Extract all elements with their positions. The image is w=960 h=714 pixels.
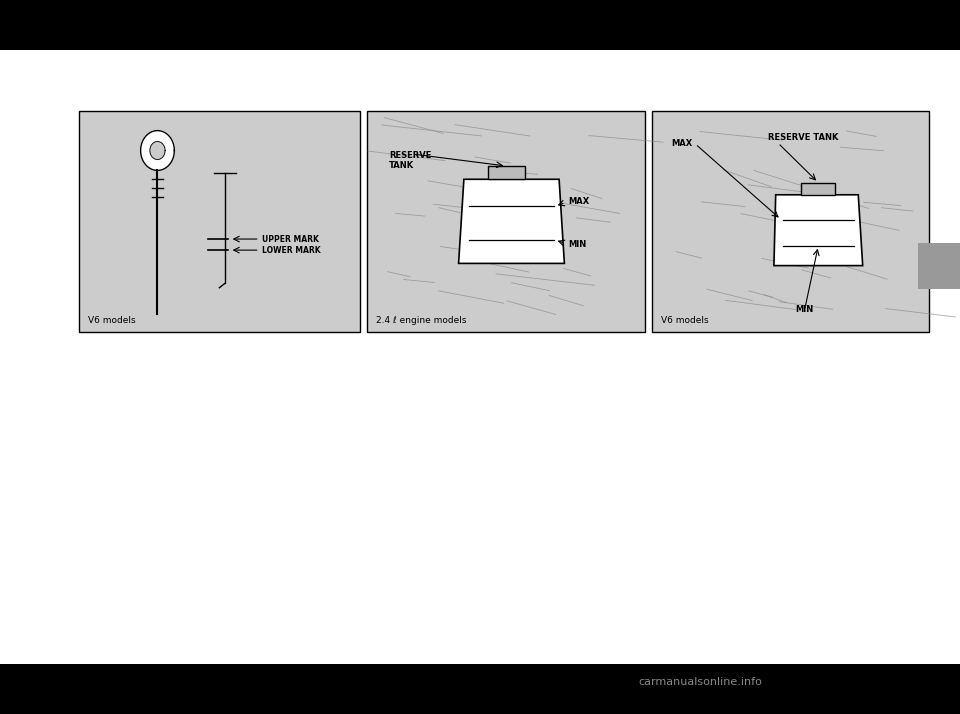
Bar bbox=[652, 111, 929, 332]
Bar bbox=[918, 243, 960, 289]
Text: 2.4 ℓ engine models: 2.4 ℓ engine models bbox=[376, 316, 467, 325]
Text: MIN: MIN bbox=[568, 241, 587, 249]
Bar bbox=[367, 111, 645, 332]
Text: RESERVE TANK: RESERVE TANK bbox=[768, 133, 839, 142]
Text: MAX: MAX bbox=[568, 196, 589, 206]
Polygon shape bbox=[774, 195, 863, 266]
Text: MIN: MIN bbox=[795, 305, 813, 314]
Text: LOWER MARK: LOWER MARK bbox=[261, 246, 321, 255]
Polygon shape bbox=[459, 179, 564, 263]
Text: carmanualsonline.info: carmanualsonline.info bbox=[638, 677, 763, 687]
Text: MAX: MAX bbox=[671, 139, 692, 149]
Bar bbox=[0, 50, 960, 664]
Text: V6 models: V6 models bbox=[661, 316, 709, 325]
Text: UPPER MARK: UPPER MARK bbox=[261, 234, 319, 243]
Text: V6 models: V6 models bbox=[88, 316, 136, 325]
Bar bbox=[79, 111, 360, 332]
Polygon shape bbox=[140, 131, 175, 171]
Bar bbox=[488, 166, 525, 179]
Polygon shape bbox=[150, 141, 165, 159]
Text: RESERVE
TANK: RESERVE TANK bbox=[389, 151, 431, 170]
Bar bbox=[802, 183, 835, 195]
